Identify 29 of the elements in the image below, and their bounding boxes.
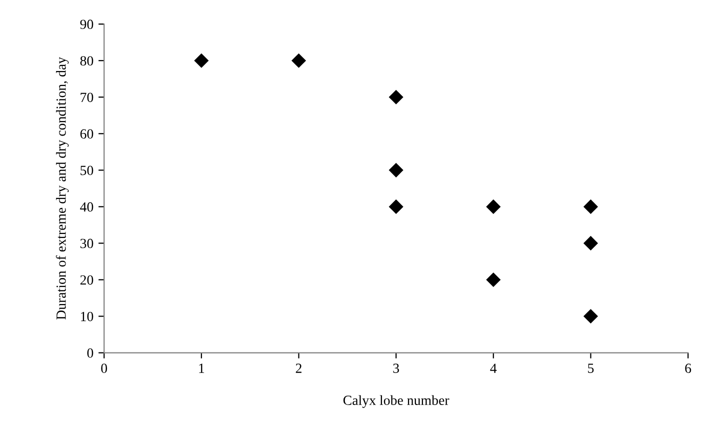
x-axis-title: Calyx lobe number [343,395,450,408]
x-tick-label: 6 [685,364,692,373]
x-tick-label: 0 [101,364,108,373]
y-tick-label: 70 [80,92,94,102]
y-tick-label: 20 [80,275,94,285]
x-tick-label: 2 [296,364,302,373]
point [583,236,598,250]
point [583,308,598,324]
x-tick-label: 3 [393,364,399,373]
y-tick-label: 80 [80,56,94,66]
y-tick-label: 50 [80,166,94,176]
y-tick-label: 90 [80,20,94,30]
y-tick-label: 60 [80,129,94,139]
y-tick-label: 0 [87,348,94,358]
x-tick-label: 4 [490,364,497,373]
point [291,53,306,68]
y-tick-label: 10 [81,312,94,322]
point [583,199,598,214]
x-tick-label: 1 [199,364,204,373]
point [388,90,404,104]
x-tick-label: 5 [588,364,594,373]
point [194,53,209,68]
point [388,162,404,178]
point [486,272,501,288]
point [388,199,404,214]
y-tick-label: 40 [80,202,94,212]
y-axis-title: Duration of extreme dry and dry condition, day [56,56,69,320]
point [486,199,501,214]
y-tick-label: 30 [80,238,94,248]
